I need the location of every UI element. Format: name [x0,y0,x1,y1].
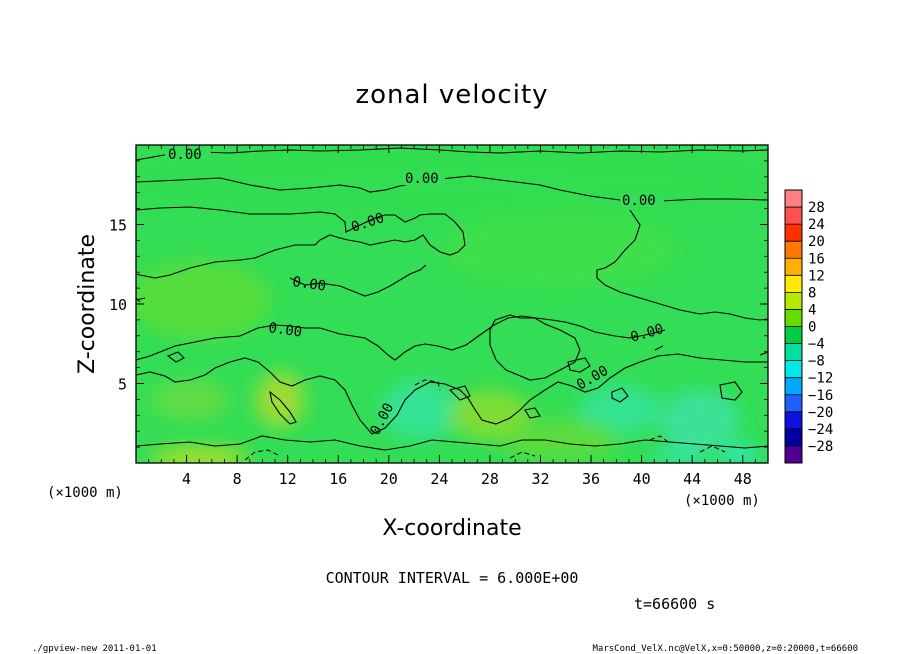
x-tick-label: 28 [481,470,499,488]
colorbar-label: 12 [808,268,825,284]
x-tick-label: 32 [531,470,549,488]
footer-right: MarsCond_VelX.nc@VelX,x=0:50000,z=0:2000… [592,644,858,654]
contour-label: 0.00 [267,320,303,341]
contour-label: 0.00 [168,147,202,163]
colorbar-label: −16 [808,388,833,404]
colorbar-label: −12 [808,371,833,387]
colorbar-label: −8 [808,354,825,370]
x-axis-label: X-coordinate [382,516,521,541]
y-tick-label: 15 [109,217,127,235]
y-tick-label: 5 [118,376,127,394]
x-tick-label: 24 [430,470,448,488]
colorbar-swatch [785,326,802,344]
colorbar-swatch [785,360,802,378]
colorbar-swatch [785,241,802,259]
colorbar-label: 24 [808,217,825,233]
footer-left: ./gpview-new 2011-01-01 [32,644,157,654]
colorbar-swatch [785,190,802,208]
y-axis: 5 10 15 [109,160,768,448]
colorbar-swatch [785,207,802,225]
colorbar-label: −24 [808,422,833,438]
dashed-contours [244,379,726,461]
x-unit-label-left: (×1000 m) [47,485,123,501]
colorbar-swatch [785,275,802,293]
colorbar-label: −4 [808,337,825,353]
y-tick-label: 10 [109,296,127,314]
x-axis: 4 8 12 16 20 24 28 32 36 40 44 48 [148,145,769,488]
colorbar-swatch [785,428,802,446]
colorbar-label: −20 [808,405,833,421]
x-tick-label: 12 [279,470,297,488]
colorbar-swatch [785,411,802,429]
y-axis-label: Z-coordinate [75,234,100,374]
x-tick-label: 20 [380,470,398,488]
x-tick-label: 16 [329,470,347,488]
colorbar-label: 20 [808,234,825,250]
x-tick-label: 48 [734,470,752,488]
colorbar-swatch [785,394,802,412]
x-tick-label: 36 [582,470,600,488]
time-label: t=66600 s [634,595,715,613]
x-tick-label: 4 [182,470,191,488]
contour-label: 0.00 [291,274,327,295]
colorbar-swatch [785,445,802,463]
colorbar-label: 28 [808,200,825,216]
x-tick-label: 44 [683,470,701,488]
colorbar-label: 4 [808,302,816,318]
contour-label: 0.00 [622,193,656,209]
colorbar-label: 0 [808,320,816,336]
x-tick-label: 8 [233,470,242,488]
colorbar-swatch [785,377,802,395]
x-tick-label: 40 [633,470,651,488]
colorbar-swatch [785,224,802,242]
colorbar-swatch [785,309,802,327]
colorbar-swatch [785,258,802,276]
colorbar-label: −28 [808,439,833,455]
plot-area: 0.00 0.00 0.00 0.00 0.00 0.00 0.00 0.00 … [109,144,769,488]
chart-title: zonal velocity [355,80,548,110]
contour-interval: CONTOUR INTERVAL = 6.000E+00 [326,569,579,587]
colorbar-label: 8 [808,285,816,301]
colorbar-swatch [785,292,802,310]
colorbar-label: 16 [808,251,825,267]
contour-label: 0.00 [405,171,439,187]
x-unit-label-right: (×1000 m) [684,493,760,509]
colorbar-swatch [785,343,802,361]
